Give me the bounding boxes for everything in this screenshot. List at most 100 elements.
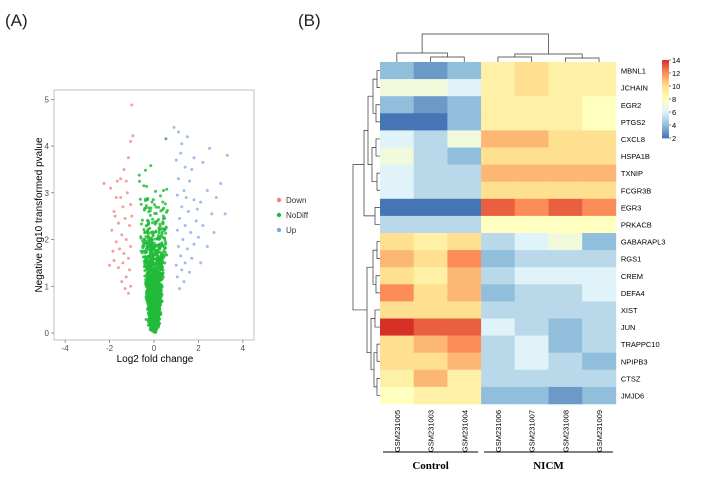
heatmap-cell xyxy=(548,267,583,285)
heatmap-cell xyxy=(413,215,448,234)
heatmap-cell xyxy=(380,250,414,268)
heatmap-cell xyxy=(447,181,482,200)
heatmap-cell xyxy=(380,284,414,302)
heatmap-cell xyxy=(447,215,482,234)
heatmap-cell xyxy=(413,147,448,165)
heatmap-cell xyxy=(413,284,448,302)
heatmap-cell xyxy=(413,267,448,285)
volcano-point-nodiff xyxy=(148,213,152,217)
colorbar-segment xyxy=(662,108,669,110)
volcano-point-up xyxy=(175,193,179,197)
volcano-point-down xyxy=(125,191,129,195)
dendrogram-branch xyxy=(376,378,380,396)
colorbar-tick-label: 10 xyxy=(672,82,680,91)
volcano-point-up xyxy=(199,261,203,265)
volcano-point-nodiff xyxy=(146,288,150,292)
colorbar-tick-label: 8 xyxy=(672,95,676,104)
gene-label: GABARAPL3 xyxy=(621,238,666,247)
volcano-point-nodiff xyxy=(156,320,160,324)
colorbar-segment xyxy=(662,123,669,126)
colorbar-segment xyxy=(662,109,669,112)
volcano-point-nodiff xyxy=(156,217,160,221)
volcano-point-nodiff xyxy=(145,271,149,275)
volcano-point-nodiff xyxy=(151,233,155,237)
volcano-point-nodiff xyxy=(154,330,158,334)
dendrogram-branch xyxy=(372,78,377,114)
volcano-point-nodiff xyxy=(165,253,169,257)
heatmap-cell xyxy=(514,113,549,131)
volcano-point-down xyxy=(130,214,134,218)
heatmap-cell xyxy=(380,267,414,285)
volcano-point-up xyxy=(182,188,186,192)
volcano-point-nodiff xyxy=(150,200,154,204)
colorbar-segment xyxy=(662,75,669,78)
volcano-point-down xyxy=(131,134,135,138)
volcano-point-nodiff xyxy=(165,208,169,212)
volcano-point-nodiff xyxy=(144,278,148,282)
heatmap-cell xyxy=(582,113,617,131)
volcano-point-down xyxy=(113,214,117,218)
volcano-point-nodiff xyxy=(157,235,161,239)
volcano-point-nodiff xyxy=(154,268,158,272)
panel-label-a: (A) xyxy=(5,11,28,30)
volcano-point-nodiff xyxy=(149,290,153,294)
dendrogram-branch xyxy=(352,164,367,311)
heatmap-cell xyxy=(413,233,448,251)
sample-label: GSM231009 xyxy=(595,410,604,452)
dendrogram-branch xyxy=(375,275,380,294)
volcano-plot: -4 -2 0 2 4 0 1 2 3 4 5 Log2 fold change Negative … xyxy=(34,89,309,365)
volcano-point-nodiff xyxy=(140,222,143,226)
heatmap-cell xyxy=(548,147,583,165)
heatmap-cell xyxy=(447,147,482,165)
gene-label: EGR2 xyxy=(621,101,641,110)
heatmap-cell xyxy=(380,62,414,80)
volcano-point-nodiff xyxy=(139,249,143,253)
heatmap-cell xyxy=(481,62,516,80)
volcano-point-nodiff xyxy=(143,261,147,265)
volcano-point-nodiff xyxy=(160,267,164,271)
volcano-point-nodiff xyxy=(144,204,148,208)
volcano-xtick-label: -2 xyxy=(106,344,114,353)
volcano-point-nodiff xyxy=(158,222,162,226)
volcano-point-down xyxy=(118,247,122,251)
heatmap-cell xyxy=(481,147,516,165)
heatmap-cell xyxy=(447,62,482,80)
heatmap-cell xyxy=(514,215,549,234)
volcano-point-down xyxy=(112,210,116,213)
volcano-point-nodiff xyxy=(144,274,148,278)
volcano-point-nodiff xyxy=(158,261,162,265)
heatmap-cell xyxy=(447,301,482,319)
volcano-point-nodiff xyxy=(155,237,159,241)
volcano-point-nodiff xyxy=(146,295,150,299)
heatmap-cell xyxy=(413,62,448,80)
heatmap-cell xyxy=(380,352,414,371)
colorbar-tick-label: 14 xyxy=(672,56,680,65)
volcano-point-nodiff xyxy=(148,253,152,257)
colorbar-segment xyxy=(662,95,669,97)
heatmap-cell xyxy=(380,147,414,165)
heatmap-cell xyxy=(481,130,516,148)
heatmap-cell xyxy=(582,62,617,80)
volcano-point-nodiff xyxy=(153,251,157,255)
heatmap-cell xyxy=(481,96,516,114)
volcano-point-nodiff xyxy=(143,251,147,255)
colorbar-segment xyxy=(662,119,669,122)
heatmap-cell xyxy=(514,250,549,268)
dendrogram-branch xyxy=(497,56,532,62)
volcano-ytick-label: 2 xyxy=(45,236,50,245)
volcano-point-nodiff xyxy=(161,189,165,193)
volcano-point-nodiff xyxy=(158,302,162,306)
volcano-point-nodiff xyxy=(155,289,159,293)
volcano-point-nodiff xyxy=(163,250,167,254)
volcano-point-nodiff xyxy=(159,254,163,258)
volcano-point-nodiff xyxy=(154,257,158,261)
volcano-axes: -4 -2 0 2 4 0 1 2 3 4 5 xyxy=(45,95,246,353)
gene-label: CREM xyxy=(621,272,643,281)
volcano-point-nodiff xyxy=(164,137,168,141)
dendrogram-branch xyxy=(363,130,375,217)
heatmap-cell xyxy=(447,130,482,148)
heatmap-cell xyxy=(481,233,516,251)
volcano-point-up xyxy=(201,160,205,164)
colorbar-segment xyxy=(662,117,669,119)
